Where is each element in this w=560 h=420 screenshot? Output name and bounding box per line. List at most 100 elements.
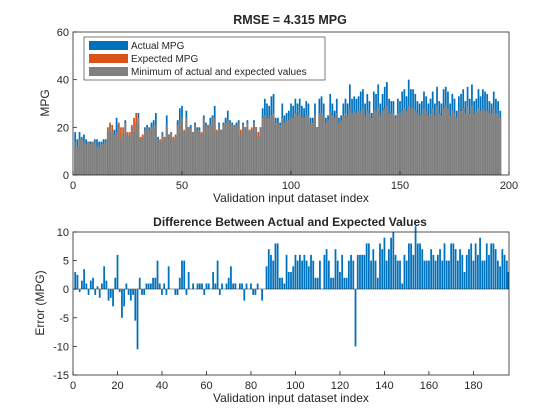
actual-bar bbox=[335, 98, 338, 114]
minimum-bar bbox=[442, 108, 445, 176]
minimum-bar bbox=[453, 112, 456, 176]
error-bar bbox=[212, 272, 215, 290]
actual-bar bbox=[285, 113, 288, 121]
error-bar bbox=[158, 283, 161, 290]
actual-bar bbox=[449, 103, 452, 116]
minimum-bar bbox=[324, 122, 327, 176]
minimum-bar bbox=[200, 134, 203, 176]
bottom-x-tick-label: 60 bbox=[200, 380, 212, 392]
minimum-bar bbox=[473, 112, 476, 176]
minimum-bar bbox=[401, 110, 404, 176]
actual-bar bbox=[492, 91, 495, 109]
minimum-bar bbox=[128, 136, 131, 176]
minimum-bar bbox=[250, 129, 253, 176]
error-bar bbox=[238, 283, 241, 290]
actual-bar bbox=[311, 117, 314, 123]
error-bar bbox=[112, 289, 114, 307]
error-bar bbox=[252, 289, 255, 295]
minimum-bar bbox=[100, 143, 103, 176]
error-bar bbox=[207, 283, 210, 290]
minimum-bar bbox=[111, 131, 114, 176]
actual-bar bbox=[152, 120, 155, 125]
actual-bar bbox=[189, 124, 192, 128]
error-bar bbox=[125, 283, 128, 290]
minimum-bar bbox=[213, 117, 216, 176]
error-bar bbox=[365, 243, 368, 290]
minimum-bar bbox=[122, 134, 125, 176]
actual-bar bbox=[429, 98, 432, 114]
expected-bar bbox=[130, 124, 133, 128]
error-bar bbox=[241, 283, 243, 290]
actual-bar bbox=[392, 101, 395, 114]
minimum-bar bbox=[93, 141, 96, 176]
minimum-bar bbox=[372, 110, 375, 176]
actual-bar bbox=[263, 98, 266, 116]
expected-bar bbox=[216, 129, 218, 133]
minimum-bar bbox=[157, 139, 160, 176]
bottom-y-ticks: -15 -10 -5 0 5 10 bbox=[53, 227, 77, 382]
minimum-bar bbox=[481, 108, 484, 176]
actual-bar bbox=[213, 105, 216, 118]
bottom-x-tick-label: 0 bbox=[70, 380, 76, 392]
actual-bar bbox=[455, 110, 458, 118]
bottom-chart: Difference Between Actual and Expected V… bbox=[33, 215, 510, 405]
actual-bar bbox=[486, 93, 489, 111]
actual-bar bbox=[211, 115, 214, 118]
actual-bar bbox=[287, 110, 290, 121]
minimum-bar bbox=[438, 112, 441, 176]
minimum-bar bbox=[95, 146, 98, 176]
error-bar bbox=[441, 260, 444, 290]
minimum-bar bbox=[244, 127, 247, 176]
error-bar bbox=[109, 289, 112, 298]
error-bar bbox=[423, 260, 426, 290]
actual-bar bbox=[386, 82, 388, 106]
error-bar bbox=[103, 266, 106, 290]
actual-bar bbox=[205, 122, 207, 125]
error-bar bbox=[454, 249, 457, 290]
minimum-bar bbox=[104, 141, 107, 176]
minimum-bar bbox=[226, 120, 229, 176]
error-bar bbox=[314, 277, 317, 290]
minimum-bar bbox=[165, 124, 168, 176]
error-bar bbox=[105, 280, 108, 290]
minimum-bar bbox=[477, 108, 480, 176]
error-bar bbox=[488, 254, 490, 290]
minimum-bar bbox=[361, 108, 364, 176]
minimum-bar bbox=[313, 115, 316, 176]
actual-bar bbox=[274, 117, 277, 123]
actual-bar bbox=[178, 108, 181, 121]
legend-label-minimum: Minimum of actual and expected values bbox=[131, 67, 307, 78]
error-bar bbox=[225, 283, 228, 290]
actual-bar bbox=[379, 103, 382, 116]
expected-bar bbox=[239, 129, 242, 135]
minimum-bar bbox=[102, 143, 105, 176]
actual-bar bbox=[124, 120, 127, 123]
error-bar bbox=[341, 254, 344, 290]
actual-bar bbox=[425, 96, 428, 111]
error-bar bbox=[372, 249, 375, 290]
actual-bar bbox=[305, 101, 308, 116]
error-bar bbox=[463, 272, 466, 290]
minimum-bar bbox=[307, 115, 310, 176]
minimum-bar bbox=[486, 110, 489, 176]
minimum-bar bbox=[422, 108, 425, 176]
error-bar bbox=[385, 260, 388, 290]
actual-bar bbox=[475, 98, 478, 111]
error-bar bbox=[479, 237, 481, 290]
error-bar bbox=[196, 283, 199, 290]
error-bar bbox=[145, 283, 148, 290]
actual-bar bbox=[209, 117, 212, 125]
error-bar bbox=[174, 289, 177, 295]
minimum-bar bbox=[405, 110, 408, 176]
actual-bar bbox=[420, 101, 423, 114]
error-bar bbox=[203, 289, 206, 295]
minimum-bar bbox=[290, 117, 292, 176]
minimum-bar bbox=[126, 134, 129, 176]
error-bar bbox=[276, 243, 279, 290]
minimum-bar bbox=[74, 141, 77, 176]
error-bar bbox=[499, 266, 501, 290]
error-bar bbox=[336, 260, 339, 290]
actual-bar bbox=[98, 141, 101, 147]
error-bar bbox=[245, 283, 248, 290]
